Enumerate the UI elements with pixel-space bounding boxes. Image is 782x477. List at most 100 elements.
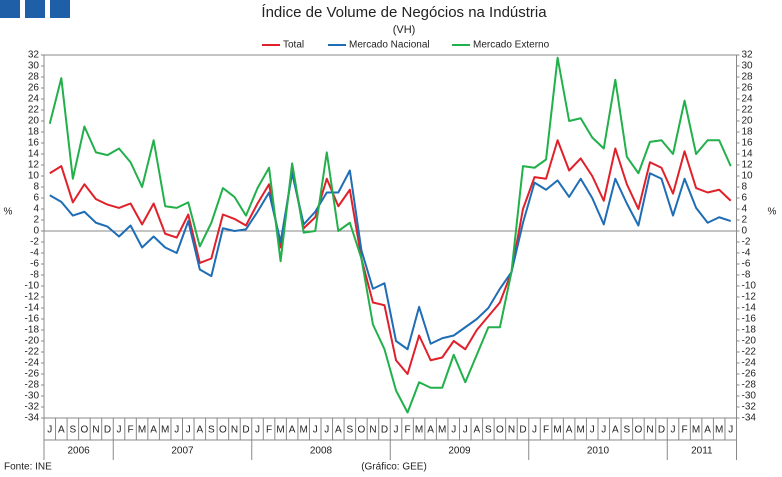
series-line [49, 169, 732, 351]
y-tick-label: -2 [30, 237, 39, 248]
y-tick-label: 24 [28, 94, 40, 105]
x-tick-label: J [313, 425, 318, 436]
x-tick-label: N [231, 425, 238, 436]
x-tick-label: O [81, 425, 89, 436]
year-label: 2008 [310, 446, 333, 457]
y2-tick-label: 14 [742, 149, 754, 160]
year-label: 2009 [448, 446, 471, 457]
y2-tick-label: -20 [742, 336, 757, 347]
y2-tick-label: -16 [742, 314, 757, 325]
year-label: 2007 [171, 446, 194, 457]
y2-tick-label: -34 [742, 413, 757, 424]
x-tick-label: A [566, 425, 573, 436]
y2-tick-label: -12 [742, 292, 757, 303]
x-tick-label: M [692, 425, 700, 436]
x-tick-label: M [276, 425, 284, 436]
y-tick-label: -10 [25, 281, 40, 292]
x-tick-label: J [671, 425, 676, 436]
y-tick-label: -6 [30, 259, 39, 270]
y2-tick-label: -10 [742, 281, 757, 292]
x-tick-label: F [405, 425, 411, 436]
y2-tick-label: 8 [742, 182, 748, 193]
x-tick-label: F [266, 425, 272, 436]
y-tick-label: -24 [25, 358, 40, 369]
y2-tick-label: 12 [742, 160, 754, 171]
x-tick-label: S [347, 425, 354, 436]
logo-square [50, 0, 70, 18]
y2-tick-label: 24 [742, 94, 754, 105]
x-tick-label: O [496, 425, 504, 436]
x-tick-label: O [219, 425, 227, 436]
x-tick-label: J [186, 425, 191, 436]
y2-tick-label: 20 [742, 116, 754, 127]
x-tick-label: O [358, 425, 366, 436]
y-tick-label: -22 [25, 347, 40, 358]
x-tick-label: J [601, 425, 606, 436]
x-tick-label: S [70, 425, 77, 436]
x-tick-label: J [47, 425, 52, 436]
x-tick-label: D [519, 425, 526, 436]
x-tick-label: A [150, 425, 157, 436]
x-tick-label: D [658, 425, 665, 436]
y2-tick-label: -24 [742, 358, 757, 369]
x-tick-label: J [532, 425, 537, 436]
y-tick-label: -26 [25, 369, 40, 380]
series-line [48, 56, 732, 414]
y2-tick-label: 28 [742, 72, 754, 83]
x-tick-label: M [577, 425, 585, 436]
x-tick-label: J [255, 425, 260, 436]
y2-tick-label: 10 [742, 171, 754, 182]
x-tick-label: A [289, 425, 296, 436]
series-line [49, 139, 732, 375]
y2-tick-label: -4 [742, 248, 751, 259]
source: Fonte: INE [4, 462, 52, 473]
y2-tick-label: -14 [742, 303, 757, 314]
y2-tick-label: -8 [742, 270, 751, 281]
x-tick-label: M [715, 425, 723, 436]
x-tick-label: J [324, 425, 329, 436]
y2-tick-label: -28 [742, 380, 757, 391]
y2-tick-label: 22 [742, 105, 754, 116]
y-tick-label: 14 [28, 149, 40, 160]
y2-tick-label: 16 [742, 138, 754, 149]
credit: (Gráfico: GEE) [361, 462, 427, 473]
x-tick-label: J [590, 425, 595, 436]
chart-subtitle: (VH) [393, 24, 416, 36]
logo-square [0, 0, 20, 18]
x-tick-label: S [485, 425, 492, 436]
x-tick-label: J [117, 425, 122, 436]
y-tick-label: -8 [30, 270, 39, 281]
legend-label: Mercado Externo [473, 40, 550, 51]
x-tick-label: J [451, 425, 456, 436]
y2-tick-label: 0 [742, 226, 748, 237]
y-tick-label: 8 [33, 182, 39, 193]
x-tick-label: J [728, 425, 733, 436]
y-tick-label: -28 [25, 380, 40, 391]
y-tick-label: -20 [25, 336, 40, 347]
x-tick-label: A [335, 425, 342, 436]
x-tick-label: M [300, 425, 308, 436]
y2-tick-label: 32 [742, 50, 754, 61]
y2-tick-label: -6 [742, 259, 751, 270]
x-tick-label: J [174, 425, 179, 436]
y-tick-label: 6 [33, 193, 39, 204]
y-tick-label: -16 [25, 314, 40, 325]
y2-tick-label: 30 [742, 61, 754, 72]
y-tick-label: 28 [28, 72, 40, 83]
x-tick-label: J [394, 425, 399, 436]
x-tick-label: N [369, 425, 376, 436]
year-label: 2006 [68, 446, 91, 457]
y-tick-label: -34 [25, 413, 40, 424]
x-tick-label: N [92, 425, 99, 436]
year-label: 2011 [691, 446, 713, 457]
y-tick-label: -18 [25, 325, 40, 336]
y-tick-label: 30 [28, 61, 40, 72]
y-axis-label: % [4, 207, 13, 218]
x-tick-label: N [646, 425, 653, 436]
y2-tick-label: 26 [742, 83, 754, 94]
y2-tick-label: 18 [742, 127, 754, 138]
chart-title: Índice de Volume de Negócios na Indústri… [261, 4, 547, 21]
y-tick-label: -4 [30, 248, 39, 259]
x-tick-label: N [508, 425, 515, 436]
